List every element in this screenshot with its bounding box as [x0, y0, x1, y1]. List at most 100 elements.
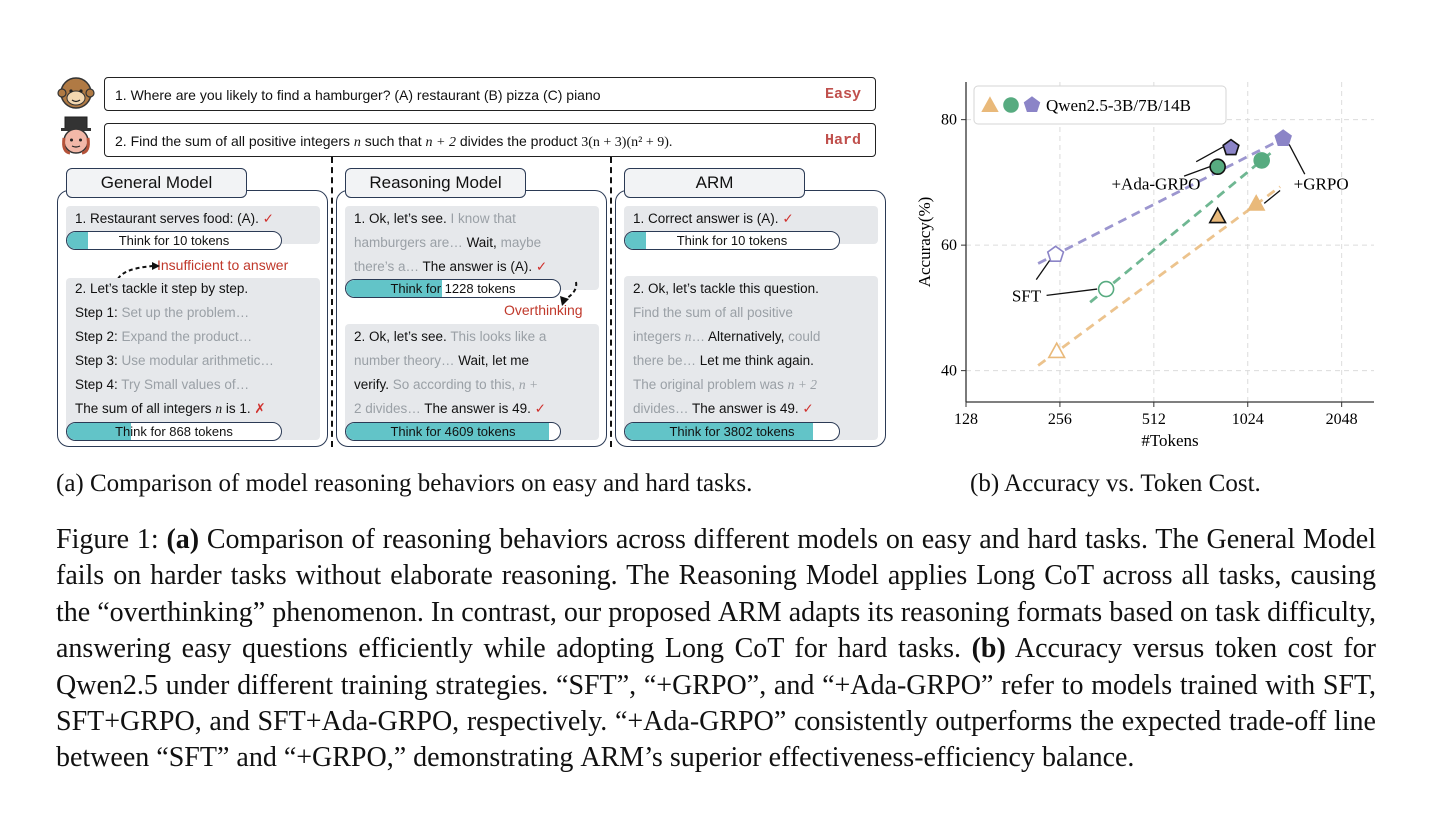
y-axis-label: Accuracy(%)	[915, 197, 934, 288]
legend-pentagon-icon	[1023, 96, 1041, 113]
column-separator	[331, 157, 333, 447]
general-easy-answer: 1. Restaurant serves food: (A). ✓	[75, 211, 274, 226]
trend-line	[1037, 185, 1281, 367]
x-tick-label: 128	[954, 411, 978, 428]
chart-annotations: SFT +Ada-GRPO +GRPO	[1012, 144, 1349, 305]
grpo-point	[1274, 129, 1292, 146]
trend-line	[1037, 132, 1293, 265]
easy-question-box: 1. Where are you likely to find a hambur…	[104, 77, 876, 111]
ada-grpo-point	[1222, 138, 1240, 156]
column-separator	[610, 157, 612, 447]
reasoning-hard-line: verify. So according to this, n +	[354, 377, 539, 392]
general-step-line: Step 1: Set up the problem…	[75, 305, 250, 320]
reasoning-hard-card: 2. Ok, let’s see. This looks like a numb…	[345, 324, 599, 440]
y-tick-label: 80	[941, 112, 957, 129]
token-bar-fill	[67, 232, 89, 249]
token-bar-fill	[625, 232, 647, 249]
sft-point	[1047, 341, 1066, 359]
x-axis-label: #Tokens	[1141, 431, 1198, 450]
reasoning-easy-line: hamburgers are… Wait, maybe	[354, 235, 542, 250]
sft-point	[1097, 280, 1115, 298]
token-bar-fill	[346, 280, 443, 297]
overthinking-note: Overthinking	[504, 302, 583, 318]
arm-hard-line: 2. Ok, let’s tackle this question.	[633, 281, 819, 296]
arm-hard-line: integers n… Alternatively, could	[633, 329, 821, 344]
general-model-title: General Model	[66, 168, 247, 198]
chart-grid	[965, 82, 1374, 402]
arm-hard-line: divides… The answer is 49. ✓	[633, 401, 814, 416]
ada-grpo-point	[1208, 206, 1227, 224]
ada-grpo-point	[1209, 158, 1226, 176]
annotation-sft-pointer	[1046, 288, 1098, 296]
annotation-sft-pointer	[1035, 260, 1051, 281]
easy-question-text: 1. Where are you likely to find a hambur…	[115, 87, 601, 103]
arm-hard-line: there be… Let me think again.	[633, 353, 814, 368]
general-step-line: 2. Let’s tackle it step by step.	[75, 281, 249, 296]
hard-difficulty-tag: Hard	[824, 132, 861, 149]
general-hard-answer: The sum of all integers n is 1. ✗	[75, 401, 266, 416]
annotation-grpo-pointer	[1263, 190, 1281, 204]
chart-legend: Qwen2.5-3B/7B/14B	[973, 85, 1227, 125]
annotation-ada-pointer	[1195, 146, 1224, 163]
y-tick-label: 60	[941, 237, 957, 254]
general-step-line: Step 3: Use modular arithmetic…	[75, 353, 274, 368]
x-tick-label: 256	[1048, 411, 1072, 428]
general-hard-card: 2. Let’s tackle it step by step. Step 1:…	[66, 278, 320, 440]
arm-easy-answer: 1. Correct answer is (A). ✓	[633, 211, 794, 226]
x-tick-label: 512	[1142, 411, 1166, 428]
reasoning-hard-token-bar: Think for 4609 tokens	[345, 422, 561, 441]
chart-axes: 128 256 512 1024 2048 40 60 80 #Tokens Accuracy(%…	[915, 82, 1374, 450]
reasoning-easy-card: 1. Ok, let’s see. I know that hamburgers…	[345, 206, 599, 290]
panel-b-caption: (b) Accuracy vs. Token Cost.	[970, 470, 1261, 497]
annotation-ada-grpo: +Ada-GRPO	[1111, 175, 1200, 194]
figure-caption: Figure 1: (a) Comparison of reasoning be…	[56, 524, 1377, 774]
y-tick-label: 40	[941, 363, 957, 380]
annotation-ada-pointer	[1183, 166, 1210, 177]
reasoning-easy-line: 1. Ok, let’s see. I know that	[354, 211, 516, 226]
insufficient-note: Insufficient to answer	[157, 257, 289, 273]
arm-title: ARM	[624, 168, 805, 198]
annotation-grpo: +GRPO	[1294, 175, 1349, 194]
general-step-line: Step 2: Expand the product…	[75, 329, 253, 344]
arm-hard-card: 2. Ok, let’s tackle this question. Find …	[624, 276, 878, 440]
chart-trendlines	[1037, 132, 1293, 367]
legend-box	[973, 85, 1227, 125]
x-tick-label: 1024	[1232, 411, 1264, 428]
chart-points	[1046, 129, 1292, 359]
sft-point	[1046, 245, 1065, 263]
arm-hard-line: The original problem was n + 2	[633, 377, 817, 392]
annotation-sft: SFT	[1012, 286, 1042, 305]
arm-hard-token-bar: Think for 3802 tokens	[624, 422, 840, 441]
hard-user-avatar-icon	[61, 116, 91, 155]
hard-question-box: 2. Find the sum of all positive integers…	[104, 123, 876, 157]
reasoning-easy-line: there’s a… The answer is (A). ✓	[354, 259, 548, 274]
reasoning-hard-line: 2 divides… The answer is 49. ✓	[354, 401, 546, 416]
reasoning-easy-token-bar: Think for 1228 tokens	[345, 279, 561, 298]
token-bar-fill	[346, 423, 550, 440]
overthinking-arrow-icon	[560, 281, 578, 306]
legend-circle-icon	[1003, 97, 1019, 113]
accuracy-token-chart: 128 256 512 1024 2048 40 60 80 #Tokens Accuracy(%…	[915, 82, 1374, 450]
reasoning-hard-line: 2. Ok, let’s see. This looks like a	[354, 329, 547, 344]
grpo-point	[1253, 152, 1270, 169]
x-tick-label: 2048	[1326, 411, 1358, 428]
easy-difficulty-tag: Easy	[824, 86, 861, 103]
general-easy-token-bar: Think for 10 tokens	[66, 231, 282, 250]
legend-triangle-icon	[981, 96, 999, 113]
annotation-grpo-pointer	[1288, 144, 1306, 175]
hard-question-text: 2. Find the sum of all positive integers…	[115, 133, 673, 150]
insufficient-arrow-icon	[117, 262, 160, 280]
token-bar-fill	[67, 423, 132, 440]
easy-user-avatar-icon	[57, 77, 95, 109]
legend-label: Qwen2.5-3B/7B/14B	[1046, 96, 1191, 115]
grpo-point	[1246, 194, 1266, 211]
general-step-line: Step 4: Try Small values of…	[75, 377, 250, 392]
panel-a-caption: (a) Comparison of model reasoning behavi…	[56, 470, 753, 497]
arm-easy-token-bar: Think for 10 tokens	[624, 231, 840, 250]
token-bar-fill	[625, 423, 814, 440]
trend-line	[1089, 148, 1276, 304]
reasoning-model-title: Reasoning Model	[345, 168, 526, 198]
reasoning-hard-line: number theory… Wait, let me	[354, 353, 530, 368]
general-hard-token-bar: Think for 868 tokens	[66, 422, 282, 441]
arm-hard-line: Find the sum of all positive	[633, 305, 793, 320]
